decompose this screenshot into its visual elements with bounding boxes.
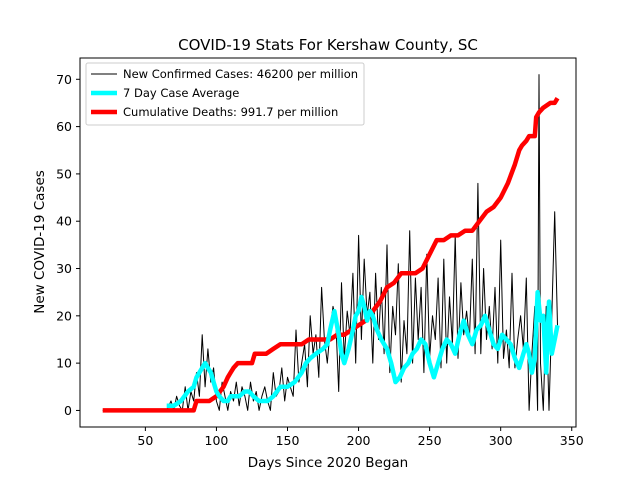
legend-label-cumulative-deaths: Cumulative Deaths: 991.7 per million xyxy=(123,105,338,119)
x-tick-label: 150 xyxy=(276,433,300,448)
y-tick-label: 20 xyxy=(56,308,72,323)
chart-title: COVID-19 Stats For Kershaw County, SC xyxy=(178,36,478,54)
y-tick-label: 50 xyxy=(56,166,72,181)
y-axis-ticks: 0 10 20 30 40 50 60 70 xyxy=(56,72,80,418)
x-axis-label: Days Since 2020 Began xyxy=(248,455,409,471)
y-tick-label: 60 xyxy=(56,119,72,134)
legend-label-new-cases: New Confirmed Cases: 46200 per million xyxy=(123,67,358,81)
x-axis-ticks: 50 100 150 200 250 300 350 xyxy=(137,427,584,448)
y-tick-label: 30 xyxy=(56,261,72,276)
x-tick-label: 50 xyxy=(137,433,153,448)
y-tick-label: 10 xyxy=(56,356,72,371)
y-tick-label: 70 xyxy=(56,72,72,87)
series-line-7-day-case-average xyxy=(166,289,560,408)
legend: New Confirmed Cases: 46200 per million 7… xyxy=(85,62,365,126)
y-tick-label: 40 xyxy=(56,214,72,229)
x-tick-label: 100 xyxy=(205,433,229,448)
series-line-cumulative-deaths-991-7-per-million xyxy=(102,97,560,413)
legend-label-7-day-average: 7 Day Case Average xyxy=(123,86,239,100)
y-tick-label: 0 xyxy=(64,403,72,418)
plot-frame xyxy=(79,57,577,428)
x-tick-label: 300 xyxy=(489,433,513,448)
x-tick-label: 200 xyxy=(347,433,371,448)
series-layer xyxy=(102,74,560,413)
x-tick-label: 250 xyxy=(418,433,442,448)
legend-box xyxy=(85,62,365,126)
y-axis-label: New COVID-19 Cases xyxy=(32,170,48,314)
x-tick-label: 350 xyxy=(560,433,584,448)
